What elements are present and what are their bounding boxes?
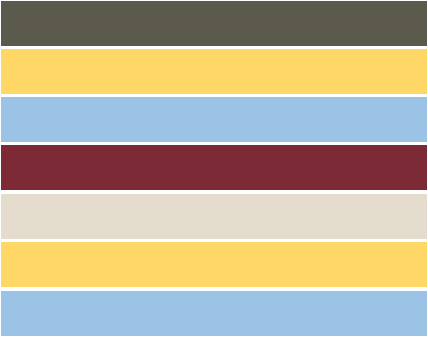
color-stripe-6: [1, 242, 427, 287]
color-stripe-2: [1, 49, 427, 94]
color-stripe-4: [1, 145, 427, 190]
color-stripe-1: [1, 1, 427, 46]
color-stripe-3: [1, 97, 427, 142]
color-stripe-5: [1, 194, 427, 239]
color-stripe-7: [1, 291, 427, 336]
